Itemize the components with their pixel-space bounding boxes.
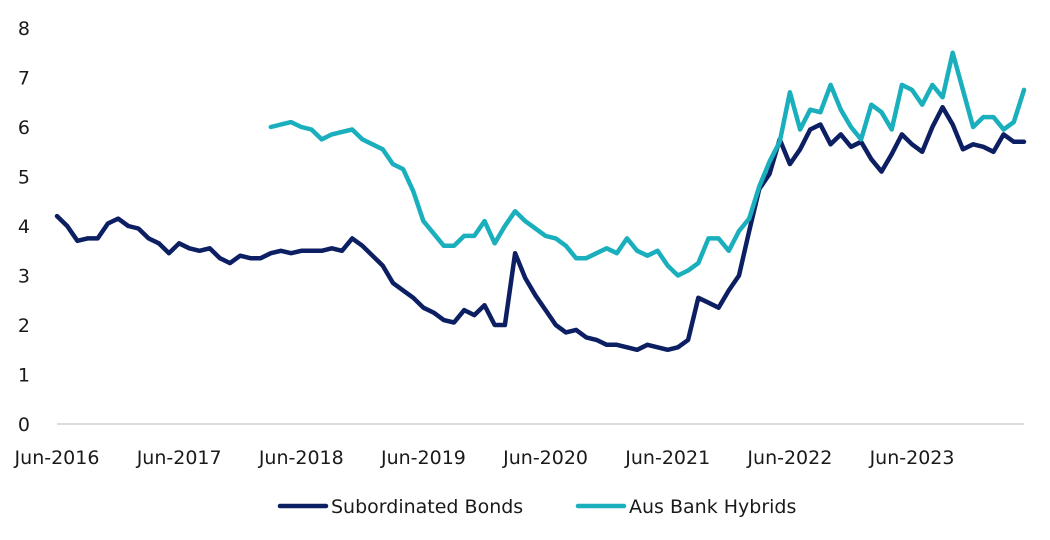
x-tick-label-jun-2023: Jun-2023 (869, 447, 955, 469)
series-line-aus-bank-hybrids (268, 50, 1027, 278)
y-tick-label-7: 7 (18, 68, 30, 90)
x-tick-label-jun-2017: Jun-2017 (136, 447, 222, 469)
series-layer (54, 50, 1027, 353)
legend: Subordinated Bonds Aus Bank Hybrids (277, 496, 796, 518)
y-tick-label-1: 1 (18, 365, 30, 387)
x-tick-label-jun-2018: Jun-2018 (258, 447, 344, 469)
legend-label-subordinated-bonds: Subordinated Bonds (331, 496, 523, 518)
y-tick-label-5: 5 (18, 167, 30, 189)
y-tick-label-6: 6 (18, 117, 30, 139)
x-tick-label-jun-2021: Jun-2021 (624, 447, 710, 469)
x-tick-label-jun-2022: Jun-2022 (746, 447, 832, 469)
y-tick-label-0: 0 (18, 414, 30, 436)
x-tick-label-jun-2019: Jun-2019 (380, 447, 466, 469)
legend-item-subordinated-bonds: Subordinated Bonds (277, 496, 523, 518)
legend-label-aus-bank-hybrids: Aus Bank Hybrids (629, 496, 796, 518)
y-axis-ticks: 0 1 2 3 4 5 6 7 8 (18, 18, 30, 436)
x-tick-label-jun-2020: Jun-2020 (502, 447, 588, 469)
y-tick-label-4: 4 (18, 216, 30, 238)
y-tick-label-8: 8 (18, 18, 30, 40)
series-line-subordinated-bonds (54, 104, 1027, 353)
x-axis-ticks: Jun-2016 Jun-2017 Jun-2018 Jun-2019 Jun-2020… (14, 447, 955, 469)
y-tick-label-3: 3 (18, 266, 30, 288)
y-tick-label-2: 2 (18, 315, 30, 337)
x-tick-label-jun-2016: Jun-2016 (14, 447, 100, 469)
legend-item-aus-bank-hybrids: Aus Bank Hybrids (575, 496, 796, 518)
